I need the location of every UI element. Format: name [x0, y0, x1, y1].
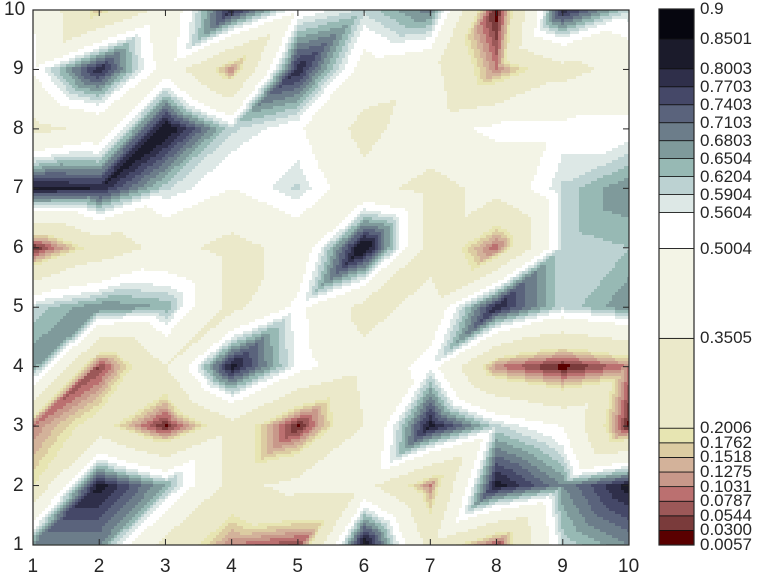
colorbar-band — [659, 69, 694, 87]
colorbar-tick-label: 0.5004 — [700, 240, 752, 257]
y-tick-label: 1 — [13, 535, 24, 554]
x-tick-label: 3 — [160, 557, 171, 576]
colorbar-band — [659, 177, 694, 195]
colorbar-band — [659, 39, 694, 69]
colorbar-tick-label: 0.7103 — [700, 114, 752, 131]
contour-plot — [0, 0, 759, 577]
colorbar-band — [659, 530, 694, 545]
colorbar-tick-label: 0.8003 — [700, 60, 752, 77]
colorbar-band — [659, 472, 694, 487]
colorbar-band — [659, 123, 694, 141]
colorbar-band — [659, 428, 694, 443]
colorbar — [659, 9, 694, 545]
colorbar-band — [659, 516, 694, 531]
colorbar-band — [659, 141, 694, 159]
x-tick-label: 9 — [557, 557, 568, 576]
colorbar-band — [659, 213, 694, 249]
colorbar-band — [659, 9, 694, 39]
colorbar-tick-label: 0.9 — [700, 0, 724, 17]
y-tick-label: 6 — [13, 238, 24, 257]
colorbar-tick-label: 0.6803 — [700, 132, 752, 149]
colorbar-tick-label: 0.5604 — [700, 204, 752, 221]
colorbar-band — [659, 487, 694, 502]
colorbar-tick-label: 0.6204 — [700, 168, 752, 185]
y-tick-label: 10 — [4, 0, 25, 19]
colorbar-tick-label: 0.5904 — [700, 186, 752, 203]
colorbar-band — [659, 195, 694, 213]
y-tick-label: 7 — [13, 178, 24, 197]
y-tick-label: 3 — [13, 416, 24, 435]
colorbar-band — [659, 443, 694, 458]
colorbar-tick-label: 0.7403 — [700, 96, 752, 113]
y-tick-label: 9 — [13, 59, 24, 78]
contour-field — [33, 10, 629, 545]
x-tick-label: 4 — [226, 557, 237, 576]
colorbar-tick-label: 0.3505 — [700, 329, 752, 346]
colorbar-band — [659, 159, 694, 177]
colorbar-band — [659, 105, 694, 123]
colorbar-band — [659, 501, 694, 516]
x-tick-label: 1 — [28, 557, 39, 576]
colorbar-tick-label: 0.2006 — [700, 419, 752, 436]
x-tick-label: 10 — [618, 557, 639, 576]
x-tick-label: 2 — [94, 557, 105, 576]
colorbar-band — [659, 457, 694, 472]
x-tick-label: 6 — [359, 557, 370, 576]
colorbar-tick-label: 0.6504 — [700, 150, 752, 167]
colorbar-band — [659, 87, 694, 105]
y-tick-label: 5 — [13, 297, 24, 316]
colorbar-tick-label: 0.8501 — [700, 30, 752, 47]
x-tick-label: 5 — [292, 557, 303, 576]
y-tick-label: 8 — [13, 119, 24, 138]
x-tick-label: 7 — [425, 557, 436, 576]
y-tick-label: 4 — [13, 357, 24, 376]
x-tick-label: 8 — [491, 557, 502, 576]
colorbar-tick-label: 0.7703 — [700, 78, 752, 95]
colorbar-band — [659, 249, 694, 339]
colorbar-band — [659, 338, 694, 428]
y-tick-label: 2 — [13, 476, 24, 495]
